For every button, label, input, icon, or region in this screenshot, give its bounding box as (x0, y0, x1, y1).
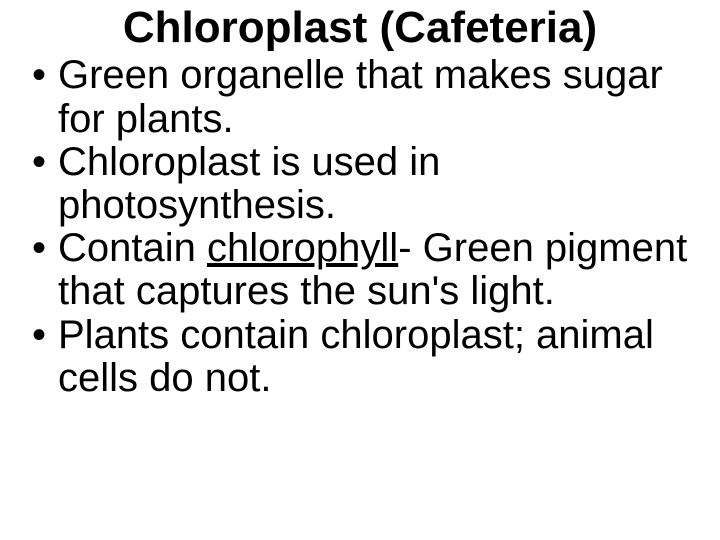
list-item: Green organelle that makes sugar for pla… (30, 54, 690, 140)
bullet-list: Green organelle that makes sugar for pla… (30, 54, 690, 400)
list-item: Chloroplast is used in photosynthesis. (30, 141, 690, 227)
list-item: Contain chlorophyll- Green pigment that … (30, 227, 690, 313)
bullet-text: Green organelle that makes sugar for pla… (58, 53, 663, 140)
bullet-underlined: chlorophyll (207, 226, 398, 270)
bullet-prefix: Contain (58, 226, 207, 270)
list-item: Plants contain chloroplast; animal cells… (30, 314, 690, 400)
slide-content: Chloroplast (Cafeteria) Green organelle … (0, 0, 720, 400)
bullet-text: Chloroplast is used in photosynthesis. (58, 140, 440, 227)
slide-title: Chloroplast (Cafeteria) (30, 4, 690, 52)
bullet-text: Plants contain chloroplast; animal cells… (58, 313, 654, 400)
